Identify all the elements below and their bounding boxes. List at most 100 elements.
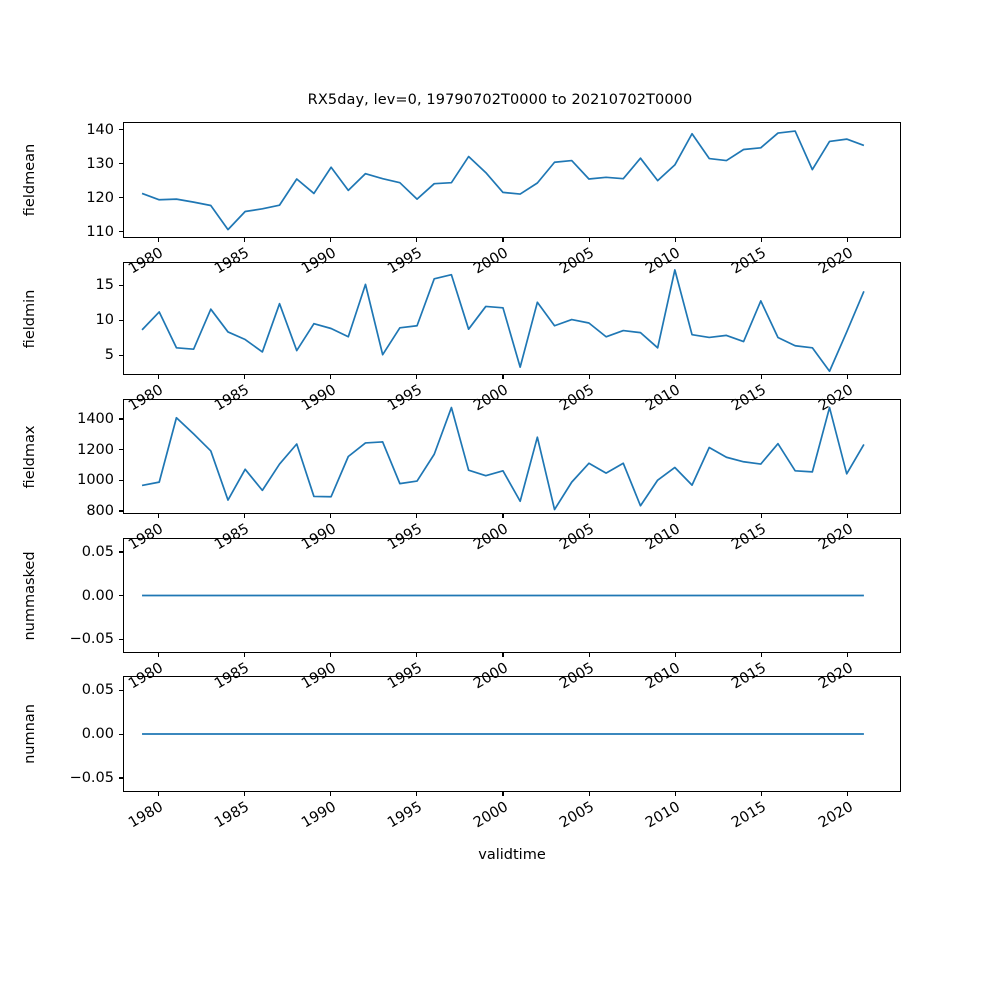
x-tick-mark — [330, 653, 332, 657]
y-axis-label-fieldmin: fieldmin — [22, 289, 38, 348]
y-tick-mark — [119, 231, 123, 233]
x-tick-mark — [847, 514, 849, 518]
x-tick-mark — [157, 238, 159, 242]
x-tick-mark — [674, 238, 676, 242]
x-tick-mark — [760, 238, 763, 242]
y-tick-label: 1400 — [77, 410, 114, 427]
x-tick-mark — [588, 514, 590, 518]
x-tick-mark — [760, 792, 763, 796]
x-tick-mark — [243, 653, 246, 657]
x-tick-mark — [416, 238, 418, 242]
x-tick-mark — [243, 375, 246, 379]
x-tick-label: 1980 — [126, 799, 167, 832]
x-tick-mark — [588, 653, 590, 657]
y-tick-label: −0.05 — [69, 769, 114, 786]
x-tick-label: 1985 — [212, 799, 253, 832]
y-tick-label: 0.05 — [81, 682, 114, 699]
y-tick-label: 120 — [86, 189, 114, 206]
y-tick-label: 5 — [104, 347, 114, 364]
y-tick-mark — [119, 689, 123, 691]
y-tick-mark — [119, 479, 123, 481]
y-tick-mark — [119, 197, 123, 199]
y-axis-label-numnan: numnan — [22, 704, 38, 764]
series-line-fieldmin — [124, 263, 900, 374]
subplot-fieldmin — [123, 262, 901, 375]
y-tick-label: 15 — [95, 277, 114, 294]
y-tick-label: 800 — [86, 502, 114, 519]
y-axis-label-nummasked: nummasked — [22, 550, 38, 641]
x-tick-mark — [330, 792, 332, 796]
y-tick-label: 1200 — [77, 441, 114, 458]
x-tick-mark — [847, 653, 849, 657]
x-tick-label: 2010 — [643, 799, 684, 832]
series-line-numnan — [124, 677, 900, 791]
x-tick-mark — [674, 375, 676, 379]
x-tick-label: 1990 — [298, 799, 339, 832]
x-tick-mark — [502, 238, 504, 242]
x-tick-mark — [502, 792, 504, 796]
x-tick-mark — [847, 375, 849, 379]
y-tick-mark — [119, 551, 123, 553]
subplot-numnan — [123, 676, 901, 792]
x-tick-mark — [760, 653, 763, 657]
y-tick-mark — [119, 284, 123, 286]
y-tick-mark — [119, 319, 123, 321]
x-tick-mark — [588, 238, 590, 242]
x-tick-label: 2000 — [470, 799, 511, 832]
x-tick-mark — [330, 375, 332, 379]
x-tick-mark — [157, 792, 159, 796]
x-tick-mark — [847, 238, 849, 242]
y-tick-label: 1000 — [77, 472, 114, 489]
x-tick-mark — [588, 375, 590, 379]
x-axis-label: validtime — [478, 847, 546, 863]
y-tick-label: 10 — [95, 312, 114, 329]
x-tick-label: 2015 — [729, 799, 770, 832]
y-tick-label: 140 — [86, 121, 114, 138]
y-tick-label: 0.00 — [81, 726, 114, 742]
x-tick-mark — [416, 375, 418, 379]
series-line-nummasked — [124, 539, 900, 652]
x-tick-mark — [760, 375, 763, 379]
y-tick-label: 130 — [86, 155, 114, 172]
subplot-fieldmean — [123, 122, 901, 238]
y-tick-label: 0.00 — [81, 587, 114, 604]
y-tick-mark — [119, 510, 123, 512]
y-tick-mark — [119, 733, 123, 735]
y-axis-label-fieldmax: fieldmax — [22, 425, 38, 488]
x-tick-mark — [502, 375, 504, 379]
figure-title: RX5day, lev=0, 19790702T0000 to 20210702… — [307, 92, 693, 108]
x-tick-mark — [157, 375, 159, 379]
x-tick-label: 1995 — [384, 799, 425, 832]
x-tick-mark — [157, 514, 159, 518]
y-tick-mark — [119, 354, 123, 356]
y-tick-mark — [119, 777, 123, 779]
x-tick-mark — [760, 514, 763, 518]
series-line-fieldmax — [124, 400, 900, 513]
x-tick-mark — [502, 514, 504, 518]
x-tick-mark — [416, 792, 418, 796]
subplot-fieldmax — [123, 399, 901, 514]
y-tick-label: 0.05 — [81, 543, 114, 560]
subplot-nummasked — [123, 538, 901, 653]
x-tick-mark — [674, 514, 676, 518]
y-tick-mark — [119, 449, 123, 451]
series-line-fieldmean — [124, 123, 900, 237]
x-tick-mark — [588, 792, 590, 796]
x-tick-label: 2005 — [557, 799, 598, 832]
y-tick-label: −0.05 — [69, 631, 114, 648]
x-tick-mark — [330, 514, 332, 518]
x-tick-mark — [416, 514, 418, 518]
x-tick-mark — [674, 653, 676, 657]
x-tick-mark — [243, 514, 246, 518]
x-tick-mark — [502, 653, 504, 657]
x-tick-mark — [416, 653, 418, 657]
y-tick-mark — [119, 163, 123, 165]
x-tick-mark — [674, 792, 676, 796]
x-tick-mark — [243, 792, 246, 796]
x-tick-label: 2020 — [815, 799, 856, 832]
y-tick-mark — [119, 129, 123, 131]
y-tick-mark — [119, 595, 123, 597]
y-tick-label: 110 — [86, 223, 114, 240]
y-axis-label-fieldmean: fieldmean — [22, 143, 38, 217]
